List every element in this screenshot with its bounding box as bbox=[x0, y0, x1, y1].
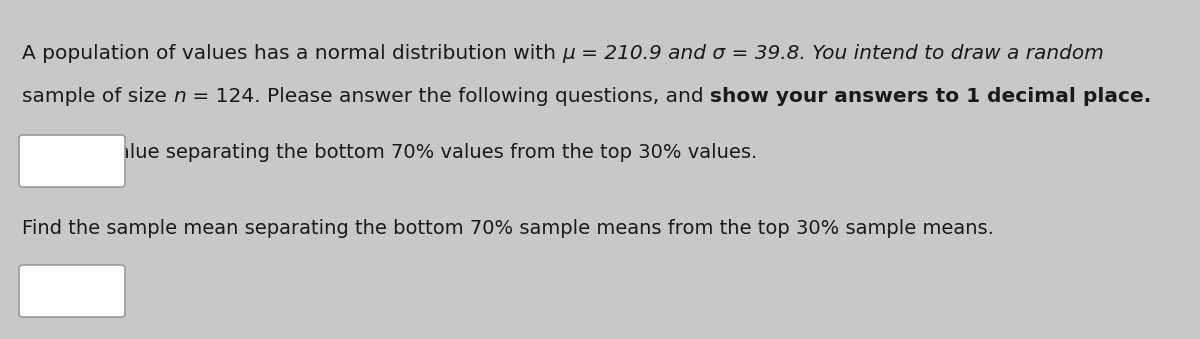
FancyBboxPatch shape bbox=[19, 265, 125, 317]
Text: = 124. Please answer the following questions, and: = 124. Please answer the following quest… bbox=[186, 87, 710, 106]
Text: show your answers to 1 decimal place.: show your answers to 1 decimal place. bbox=[710, 87, 1151, 106]
Text: Find the value separating the bottom 70% values from the top 30% values.: Find the value separating the bottom 70%… bbox=[22, 143, 757, 162]
Text: sample of size: sample of size bbox=[22, 87, 173, 106]
Text: A population of values has a normal distribution with: A population of values has a normal dist… bbox=[22, 44, 563, 63]
FancyBboxPatch shape bbox=[19, 135, 125, 187]
Text: Find the sample mean separating the bottom 70% sample means from the top 30% sam: Find the sample mean separating the bott… bbox=[22, 219, 994, 238]
Text: n: n bbox=[173, 87, 186, 106]
Text: μ = 210.9 and σ = 39.8. You intend to draw a random: μ = 210.9 and σ = 39.8. You intend to dr… bbox=[563, 44, 1104, 63]
